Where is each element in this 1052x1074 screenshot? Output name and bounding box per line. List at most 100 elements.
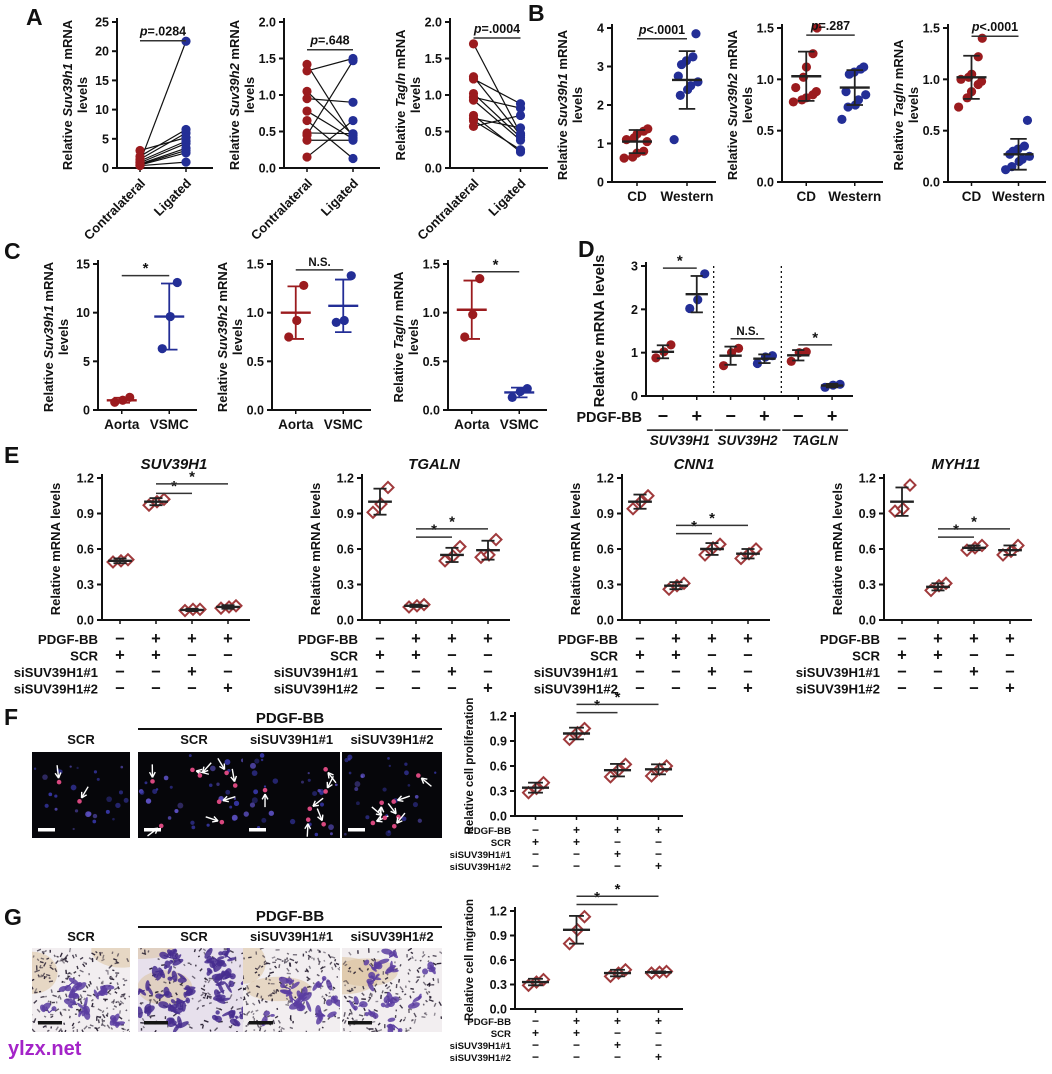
svg-text:CD: CD: [627, 189, 647, 204]
svg-text:+: +: [635, 647, 645, 665]
svg-text:+: +: [691, 406, 702, 426]
svg-text:−: −: [969, 680, 979, 698]
svg-text:*: *: [594, 889, 600, 906]
svg-text:+: +: [483, 630, 493, 648]
svg-text:+: +: [969, 630, 979, 648]
svg-text:Relative Suv39h1 mRNA: Relative Suv39h1 mRNA: [555, 29, 570, 180]
svg-text:*: *: [449, 513, 455, 530]
svg-text:SUV39H1: SUV39H1: [650, 433, 710, 448]
svg-text:1.5: 1.5: [259, 52, 276, 66]
svg-text:−: −: [655, 835, 662, 849]
svg-text:p=.287: p=.287: [810, 19, 850, 33]
svg-text:−: −: [532, 847, 539, 861]
svg-text:5: 5: [102, 132, 109, 146]
svg-text:−: −: [115, 663, 125, 681]
svg-text:TAGLN: TAGLN: [792, 433, 838, 448]
svg-text:0.9: 0.9: [490, 735, 507, 749]
svg-text:VSMC: VSMC: [150, 417, 189, 432]
svg-text:Western: Western: [992, 189, 1045, 204]
svg-text:*: *: [493, 256, 499, 273]
svg-text:levels: levels: [740, 87, 755, 123]
svg-text:levels: levels: [406, 319, 421, 355]
svg-text:Western: Western: [660, 189, 713, 204]
svg-text:−: −: [223, 663, 233, 681]
svg-text:10: 10: [76, 306, 90, 320]
svg-text:+: +: [532, 1026, 539, 1040]
svg-text:0: 0: [83, 404, 90, 418]
svg-text:0.6: 0.6: [490, 954, 507, 968]
svg-text:Contralateral: Contralateral: [248, 176, 315, 243]
svg-text:−: −: [447, 680, 457, 698]
svg-text:0.0: 0.0: [757, 176, 774, 190]
svg-text:+: +: [614, 1038, 621, 1052]
svg-text:0.0: 0.0: [425, 162, 442, 176]
svg-text:−: −: [635, 630, 645, 648]
svg-text:−: −: [671, 680, 681, 698]
svg-text:Relative cell migration: Relative cell migration: [464, 899, 476, 1021]
svg-text:+: +: [614, 1014, 621, 1028]
svg-text:0.9: 0.9: [597, 507, 614, 521]
svg-text:−: −: [635, 663, 645, 681]
plot-c2-suv39h2-aorta-vsmc: 0.0 0.5 1.0 1.5 Aorta VSMC Relative Suv39h2 mR…: [212, 250, 377, 436]
svg-text:SCR: SCR: [70, 649, 98, 664]
svg-text:−: −: [532, 1038, 539, 1052]
svg-text:0.0: 0.0: [490, 1003, 507, 1017]
svg-text:0.3: 0.3: [490, 978, 507, 992]
svg-text:2.0: 2.0: [259, 16, 276, 30]
svg-text:+: +: [447, 630, 457, 648]
svg-text:0.0: 0.0: [923, 176, 940, 190]
svg-text:+: +: [151, 630, 161, 648]
svg-text:1.5: 1.5: [923, 22, 940, 36]
svg-text:3: 3: [631, 260, 638, 274]
svg-text:N.S.: N.S.: [736, 326, 758, 338]
svg-text:Western: Western: [828, 189, 881, 204]
svg-text:−: −: [532, 823, 539, 837]
svg-text:PDGF-BB: PDGF-BB: [576, 410, 642, 426]
svg-text:Relative Tagln mRNA: Relative Tagln mRNA: [891, 39, 906, 171]
svg-text:levels: levels: [906, 87, 921, 123]
svg-text:1.0: 1.0: [425, 89, 442, 103]
svg-text:−: −: [655, 1026, 662, 1040]
plot-e1-suv39h1: 0.0 0.3 0.6 0.9 1.2 Relative mRNA levels SUV39…: [4, 452, 256, 714]
svg-text:−: −: [532, 1014, 539, 1028]
svg-text:siSUV39H1#2: siSUV39H1#2: [14, 682, 98, 697]
svg-text:Contralateral: Contralateral: [81, 176, 148, 243]
svg-text:−: −: [411, 680, 421, 698]
svg-text:−: −: [1005, 663, 1015, 681]
svg-text:0.6: 0.6: [337, 543, 354, 557]
svg-text:SCR: SCR: [590, 649, 618, 664]
svg-text:+: +: [614, 823, 621, 837]
svg-text:siSUV39H1#2: siSUV39H1#2: [450, 1053, 511, 1064]
svg-text:+: +: [743, 680, 753, 698]
svg-text:siSUV39H1#2: siSUV39H1#2: [796, 682, 880, 697]
svg-text:−: −: [115, 680, 125, 698]
svg-text:Relative mRNA levels: Relative mRNA levels: [308, 483, 323, 615]
panel-g-image-label-2: SCR: [180, 929, 208, 944]
svg-text:−: −: [707, 647, 717, 665]
svg-text:0.0: 0.0: [337, 614, 354, 628]
svg-text:1.2: 1.2: [597, 472, 614, 486]
svg-text:0.0: 0.0: [423, 404, 440, 418]
svg-text:−: −: [655, 847, 662, 861]
svg-text:0.5: 0.5: [923, 124, 940, 138]
svg-text:1.5: 1.5: [425, 52, 442, 66]
svg-text:1.2: 1.2: [337, 472, 354, 486]
svg-text:Ligated: Ligated: [318, 175, 361, 218]
panel-label-b: B: [528, 0, 545, 26]
svg-text:Relative Tagln mRNA: Relative Tagln mRNA: [391, 271, 406, 403]
svg-text:TGALN: TGALN: [408, 456, 461, 473]
svg-text:SUV39H1: SUV39H1: [141, 456, 208, 473]
svg-text:1.0: 1.0: [757, 73, 774, 87]
svg-text:+: +: [897, 647, 907, 665]
svg-text:−: −: [447, 647, 457, 665]
svg-text:levels: levels: [75, 77, 90, 113]
svg-text:1: 1: [597, 137, 604, 151]
svg-text:+: +: [223, 630, 233, 648]
svg-text:Contralateral: Contralateral: [414, 176, 481, 243]
svg-text:−: −: [614, 1050, 621, 1064]
panel-f-image-label-1: SCR: [67, 732, 95, 747]
svg-text:−: −: [573, 1038, 580, 1052]
svg-text:0.5: 0.5: [259, 125, 276, 139]
svg-text:15: 15: [76, 258, 90, 272]
svg-text:PDGF-BB: PDGF-BB: [298, 632, 358, 647]
